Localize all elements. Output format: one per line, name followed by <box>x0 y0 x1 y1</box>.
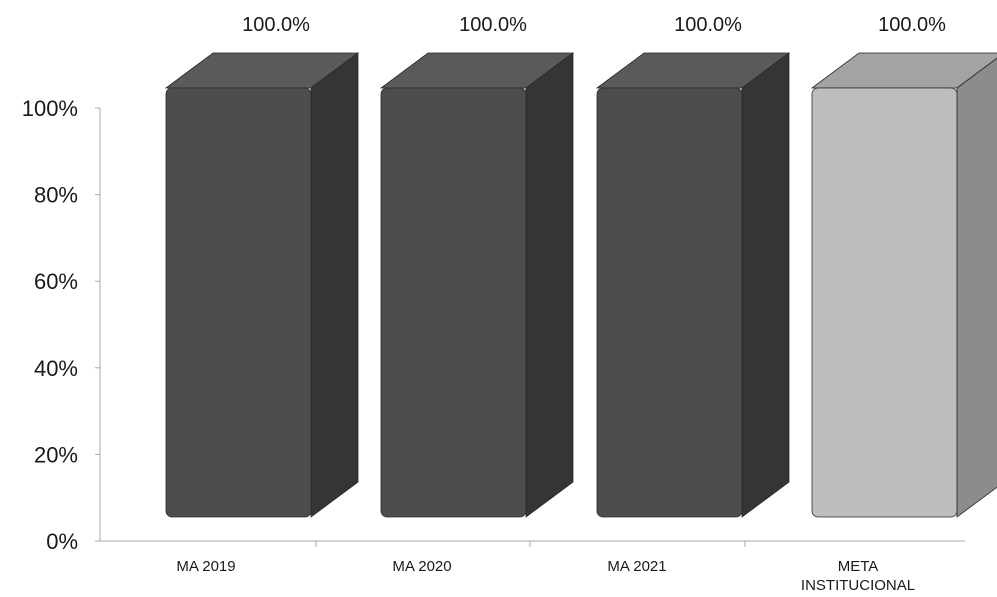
y-tick-label: 40% <box>34 356 78 381</box>
data-label: 100.0% <box>674 14 742 36</box>
axis-layer: 0% 20% 40% 60% 80% 100% <box>22 96 965 554</box>
x-tick-label: META INSTITUCIONAL <box>801 558 915 594</box>
y-tick-label: 100% <box>22 96 78 121</box>
x-tick-label-line: MA 2019 <box>176 558 235 575</box>
x-tick-label-line: INSTITUCIONAL <box>801 577 915 594</box>
bar-side-face <box>525 52 574 518</box>
bar-front-face <box>380 87 527 518</box>
bar-4 <box>810 52 997 518</box>
x-tick-label-line: MA 2021 <box>607 558 666 575</box>
bar-2 <box>379 52 575 518</box>
bar-front-face <box>811 87 958 518</box>
data-label: 100.0% <box>459 14 527 36</box>
data-label: 100.0% <box>242 14 310 36</box>
y-tick-label: 60% <box>34 269 78 294</box>
x-tick-label-line: MA 2020 <box>392 558 451 575</box>
y-tick-label: 20% <box>34 442 78 467</box>
data-label: 100.0% <box>878 14 946 36</box>
bar-front-face <box>596 87 743 518</box>
bar-1 <box>164 52 360 518</box>
y-tick-label: 80% <box>34 183 78 208</box>
y-tick-label: 0% <box>46 529 78 554</box>
bars-layer <box>164 52 997 518</box>
bar-side-face <box>310 52 359 518</box>
labels-layer: 100.0% MA 2019 100.0% MA 2020 100.0% MA 2021 1… <box>176 14 946 594</box>
bar-3 <box>595 52 791 518</box>
bar-side-face <box>956 57 997 518</box>
bar-front-face <box>165 87 312 518</box>
x-tick-label: MA 2019 <box>176 558 235 575</box>
bar-side-face <box>741 52 790 518</box>
x-tick-label: MA 2021 <box>607 558 666 575</box>
x-tick-label: MA 2020 <box>392 558 451 575</box>
x-tick-label-line: META <box>838 558 879 575</box>
